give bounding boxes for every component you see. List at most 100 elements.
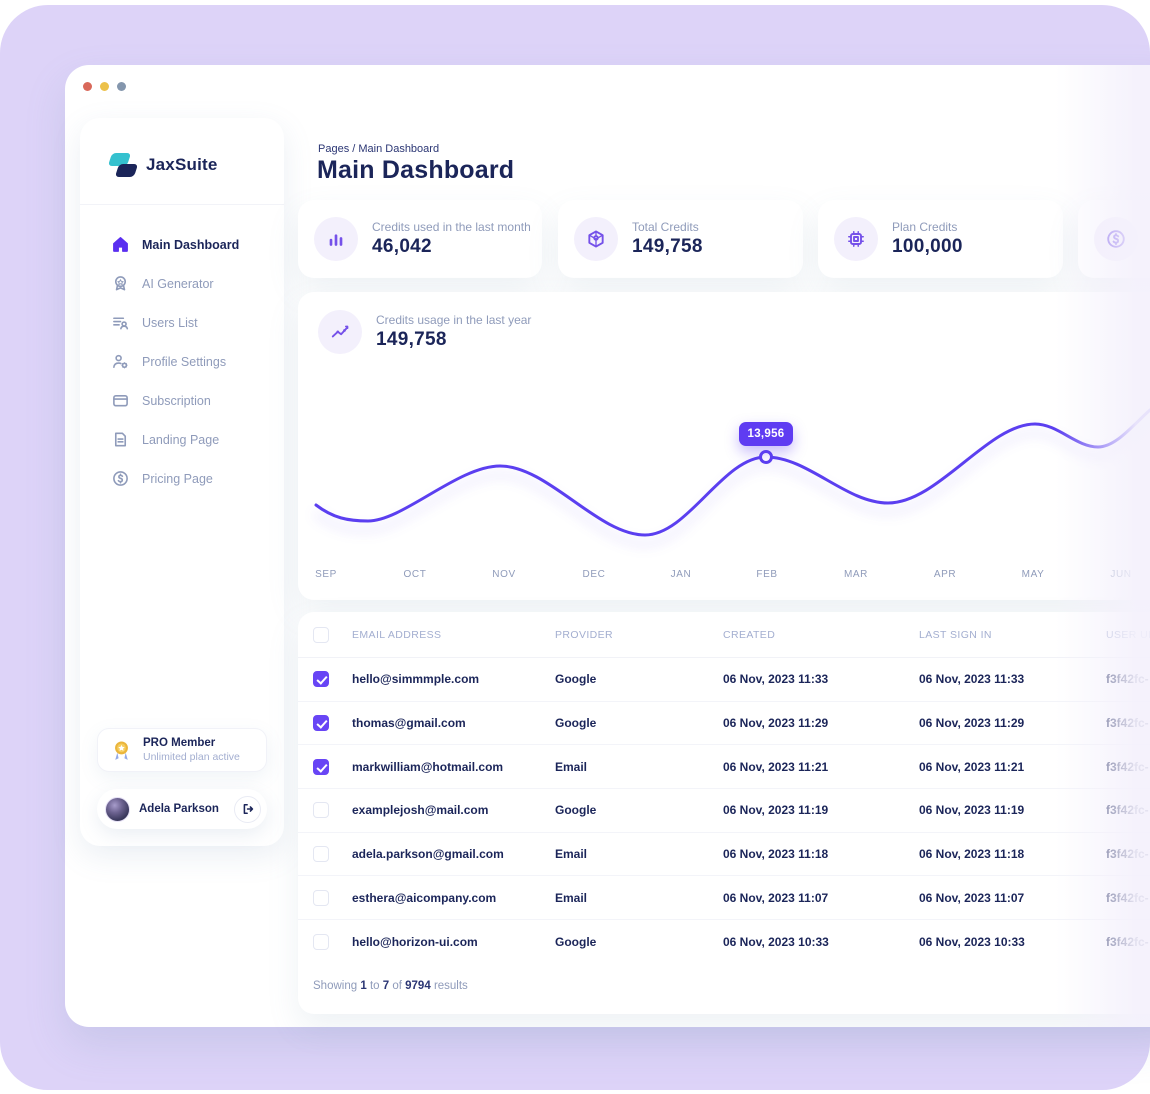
stat-value: 46,042	[372, 236, 432, 257]
stat-label: Total Credits	[632, 220, 699, 234]
row-checkbox[interactable]	[313, 933, 329, 950]
sidebar-item-landing-page[interactable]: Landing Page	[80, 420, 284, 459]
cell-created: 06 Nov, 2023 10:33	[723, 934, 829, 949]
minimize-window-icon[interactable]	[100, 82, 109, 91]
maximize-window-icon[interactable]	[117, 82, 126, 91]
cell-email: adela.parkson@gmail.com	[352, 847, 504, 862]
line-chart-icon	[318, 310, 362, 354]
medal-icon	[115, 740, 128, 760]
row-checkbox[interactable]	[313, 889, 329, 906]
x-tick-dec: DEC	[582, 569, 606, 580]
brand-logo-icon	[107, 152, 139, 178]
breadcrumb[interactable]: Pages / Main Dashboard	[318, 143, 440, 155]
results-total: 9794	[405, 980, 431, 992]
cell-last-sign-in: 06 Nov, 2023 11:33	[919, 672, 1025, 687]
cell-created: 06 Nov, 2023 11:21	[723, 759, 829, 774]
cell-provider: Email	[555, 759, 588, 774]
sidebar-item-pricing-page[interactable]: Pricing Page	[80, 459, 284, 498]
dollar-circle-icon	[1094, 217, 1138, 261]
cell-last-sign-in: 06 Nov, 2023 11:07	[919, 890, 1025, 905]
sidebar-item-users-list[interactable]: Users List	[80, 303, 284, 342]
stat-card-total-credits: Total Credits 149,758	[558, 200, 803, 278]
credits-usage-line-chart[interactable]	[298, 380, 1150, 565]
column-header-email-address: EMAIL ADDRESS	[352, 629, 442, 641]
table-row: examplejosh@mail.com Google 06 Nov, 2023…	[298, 789, 1150, 833]
badge-icon	[112, 275, 129, 292]
cell-email: thomas@gmail.com	[352, 716, 466, 731]
credits-usage-chart-card: Credits usage in the last year 149,758 1…	[298, 292, 1150, 600]
row-checkbox[interactable]	[313, 802, 329, 819]
cell-last-sign-in: 06 Nov, 2023 11:18	[919, 847, 1025, 862]
x-tick-nov: NOV	[492, 569, 516, 580]
avatar	[105, 796, 130, 822]
stat-value: 149,758	[632, 236, 703, 257]
column-header-user-uid: USER UID	[1106, 629, 1150, 641]
pro-member-title: PRO Member	[143, 737, 216, 749]
cell-last-sign-in: 06 Nov, 2023 11:29	[919, 716, 1025, 731]
results-to: 7	[382, 980, 390, 992]
results-from: 1	[360, 980, 367, 992]
cell-provider: Email	[555, 847, 588, 862]
results-summary: Showing 1 to 7 of 9794 results	[313, 980, 468, 992]
row-checkbox[interactable]	[313, 758, 329, 775]
credit-card-icon	[112, 392, 129, 409]
logout-button[interactable]	[234, 795, 261, 823]
sidebar-item-label: Pricing Page	[142, 471, 213, 486]
chart-tooltip: 13,956	[739, 422, 793, 446]
cell-provider: Google	[555, 672, 597, 687]
sidebar-item-profile-settings[interactable]: Profile Settings	[80, 342, 284, 381]
cell-last-sign-in: 06 Nov, 2023 11:21	[919, 759, 1025, 774]
row-checkbox[interactable]	[313, 671, 329, 688]
brand-logo: JaxSuite	[80, 118, 284, 186]
sidebar-item-label: Landing Page	[142, 432, 220, 447]
logout-icon	[242, 803, 254, 815]
chart-header: Credits usage in the last year 149,758	[298, 292, 1150, 354]
sidebar-item-main-dashboard[interactable]: Main Dashboard	[80, 225, 284, 264]
document-icon	[112, 431, 129, 448]
window-controls	[83, 82, 126, 91]
sidebar-nav: Main Dashboard AI Generator Users List P…	[80, 205, 284, 498]
x-tick-mar: MAR	[843, 569, 869, 580]
cell-email: esthera@aicompany.com	[352, 890, 497, 905]
x-tick-sep: SEP	[315, 569, 337, 580]
stat-label: Credits used in the last month	[372, 220, 531, 234]
chip-icon	[834, 217, 878, 261]
sidebar-item-label: Users List	[142, 315, 198, 330]
cell-provider: Email	[555, 890, 588, 905]
table-row: hello@horizon-ui.com Google 06 Nov, 2023…	[298, 920, 1150, 964]
cell-user-uid: f3f42fc-	[1106, 803, 1149, 818]
cell-created: 06 Nov, 2023 11:19	[723, 803, 829, 818]
cell-email: markwilliam@hotmail.com	[352, 759, 504, 774]
x-tick-may: MAY	[1021, 569, 1045, 580]
cell-email: hello@simmmple.com	[352, 672, 480, 687]
column-header-last-sign-in: LAST SIGN IN	[919, 629, 992, 641]
sidebar-item-subscription[interactable]: Subscription	[80, 381, 284, 420]
chart-point-marker	[759, 450, 773, 464]
table-body: hello@simmmple.com Google 06 Nov, 2023 1…	[298, 658, 1150, 964]
chart-label: Credits usage in the last year	[376, 313, 532, 327]
users-list-icon	[112, 314, 129, 331]
dollar-circle-icon	[112, 470, 129, 487]
stat-card-plan-credits: Plan Credits 100,000	[818, 200, 1063, 278]
pro-member-card[interactable]: PRO Member Unlimited plan active	[97, 728, 267, 772]
x-tick-apr: APR	[933, 569, 957, 580]
row-checkbox[interactable]	[313, 846, 329, 863]
select-all-checkbox[interactable]	[313, 626, 329, 643]
cell-provider: Google	[555, 716, 597, 731]
row-checkbox[interactable]	[313, 715, 329, 732]
table-row: thomas@gmail.com Google 06 Nov, 2023 11:…	[298, 702, 1150, 746]
users-table-card: EMAIL ADDRESS PROVIDER CREATED LAST SIGN IN…	[298, 612, 1150, 1014]
cell-created: 06 Nov, 2023 11:18	[723, 847, 829, 862]
sidebar-item-label: Subscription	[142, 393, 211, 408]
user-gear-icon	[112, 353, 129, 370]
user-card: Adela Parkson	[97, 789, 267, 829]
cell-user-uid: f3f42fc-	[1106, 890, 1149, 905]
close-window-icon[interactable]	[83, 82, 92, 91]
cell-user-uid: f3f42fc-	[1106, 934, 1149, 949]
sidebar-item-label: AI Generator	[142, 276, 214, 291]
sidebar-item-ai-generator[interactable]: AI Generator	[80, 264, 284, 303]
stat-value: 100,000	[892, 236, 963, 257]
cell-provider: Google	[555, 803, 597, 818]
x-tick-jun: JUN	[1110, 569, 1132, 580]
